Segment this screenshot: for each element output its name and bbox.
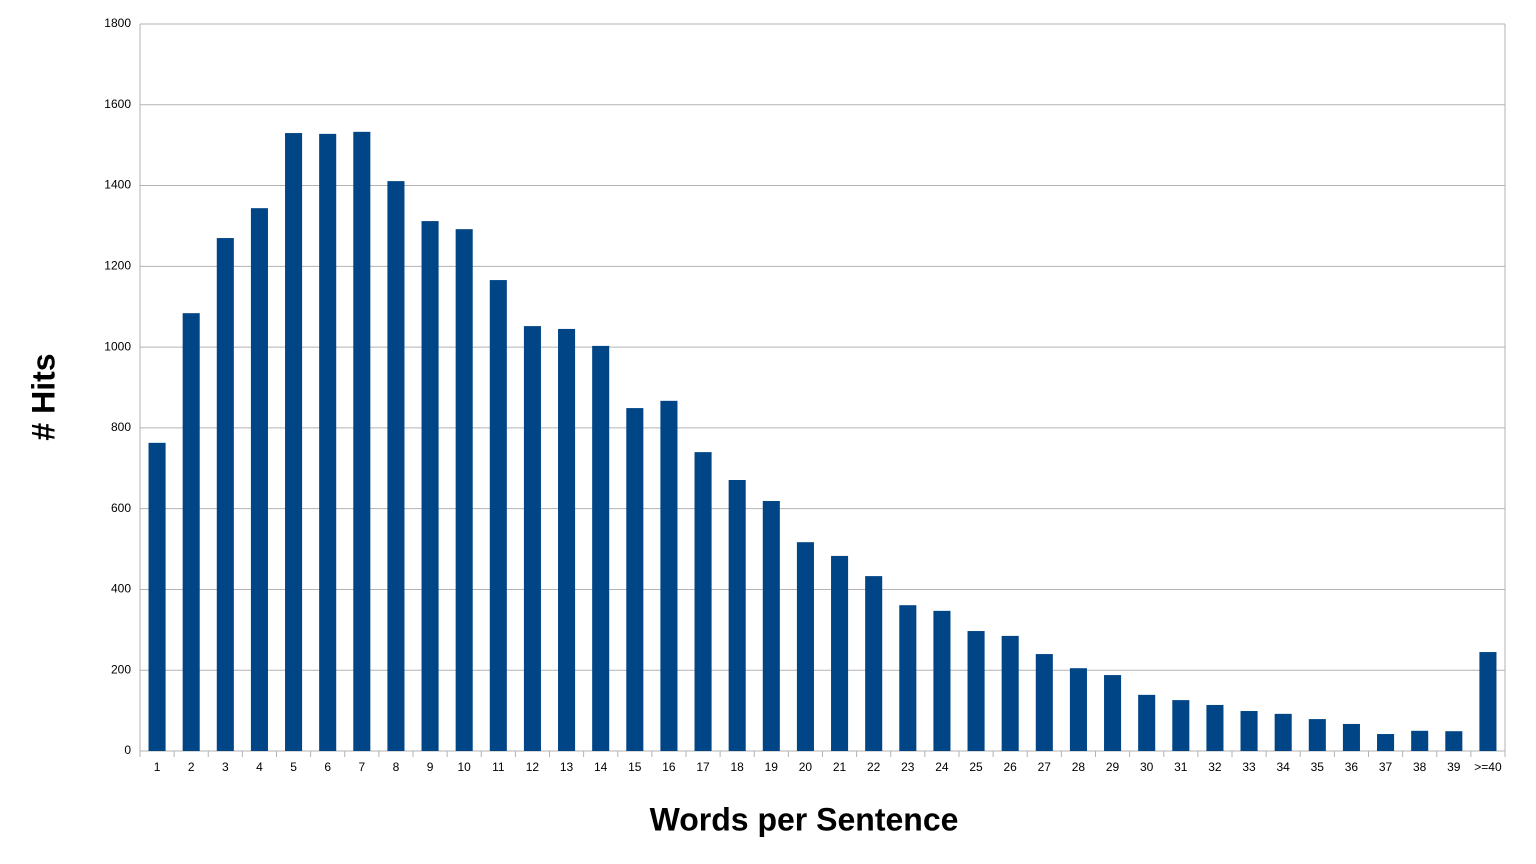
bar	[319, 133, 337, 751]
x-tick-label: 19	[765, 760, 779, 774]
x-tick-label: 4	[256, 760, 263, 774]
bar	[387, 181, 405, 751]
bar	[148, 442, 166, 751]
bar	[694, 452, 712, 751]
bar	[592, 345, 610, 751]
y-tick-label: 1200	[104, 259, 131, 273]
x-tick-label: 5	[290, 760, 297, 774]
bar	[1104, 675, 1122, 751]
x-tick-label: 33	[1242, 760, 1256, 774]
x-tick-label: 2	[188, 760, 195, 774]
x-tick-label: 17	[696, 760, 710, 774]
x-tick-label: 10	[458, 760, 472, 774]
x-tick-label: 11	[492, 760, 505, 774]
bar	[558, 328, 576, 751]
x-tick-label: 12	[526, 760, 540, 774]
bar	[1342, 723, 1360, 751]
bar	[1172, 700, 1190, 751]
bar	[1308, 719, 1326, 751]
bar	[796, 542, 814, 751]
y-tick-label: 600	[111, 501, 131, 515]
x-tick-label: 28	[1072, 760, 1086, 774]
x-axis-title: Words per Sentence	[650, 801, 959, 837]
bar	[660, 400, 678, 751]
x-tick-label: 30	[1140, 760, 1154, 774]
y-tick-label: 1600	[104, 97, 131, 111]
x-tick-label: 20	[799, 760, 813, 774]
bar	[626, 408, 644, 751]
x-tick-label: 8	[393, 760, 400, 774]
bar	[489, 280, 507, 751]
x-tick-label: 38	[1413, 760, 1427, 774]
bar	[865, 576, 883, 751]
bar	[523, 326, 541, 751]
y-tick-label: 1000	[104, 339, 131, 353]
bar	[933, 610, 951, 751]
bar	[1411, 730, 1429, 751]
bar	[1445, 731, 1463, 751]
x-tick-label: 7	[358, 760, 365, 774]
bar	[1138, 694, 1156, 751]
bar	[1479, 652, 1497, 751]
x-tick-label: 26	[1004, 760, 1018, 774]
x-tick-label: 21	[833, 760, 847, 774]
x-tick-label: 1	[154, 760, 161, 774]
bar	[216, 238, 234, 752]
x-tick-label: 23	[901, 760, 915, 774]
x-tick-label: 25	[969, 760, 983, 774]
y-tick-label: 800	[111, 420, 131, 434]
bar	[1206, 704, 1224, 751]
x-tick-label: 16	[662, 760, 676, 774]
bar	[455, 229, 473, 752]
y-tick-label: 0	[124, 743, 131, 757]
bar	[899, 605, 917, 751]
y-tick-label: 200	[111, 662, 131, 676]
bar	[182, 313, 200, 751]
x-tick-label: 14	[594, 760, 608, 774]
bar	[1001, 635, 1019, 751]
x-tick-label: 37	[1379, 760, 1393, 774]
bar	[250, 208, 268, 751]
x-tick-label: 34	[1277, 760, 1291, 774]
x-tick-label: 29	[1106, 760, 1120, 774]
bar	[831, 555, 849, 751]
x-tick-label: 3	[222, 760, 229, 774]
x-tick-label: 6	[324, 760, 331, 774]
bar	[1274, 713, 1292, 751]
bar	[1240, 711, 1258, 751]
x-tick-label: 18	[731, 760, 745, 774]
x-tick-label: 31	[1174, 760, 1188, 774]
x-tick-label: 13	[560, 760, 574, 774]
y-tick-label: 1400	[104, 178, 131, 192]
x-tick-label: 22	[867, 760, 881, 774]
bar	[1069, 668, 1087, 751]
bar	[1377, 734, 1395, 751]
x-tick-label: 36	[1345, 760, 1359, 774]
x-tick-label: 32	[1208, 760, 1222, 774]
bar	[421, 221, 439, 751]
y-axis-title: # Hits	[25, 353, 61, 440]
x-tick-label: 9	[427, 760, 434, 774]
y-tick-label: 400	[111, 582, 131, 596]
x-tick-label: >=40	[1474, 760, 1502, 774]
y-tick-label: 1800	[104, 16, 131, 30]
bar	[285, 133, 303, 752]
bar	[967, 631, 985, 751]
bar	[728, 479, 746, 751]
bar	[1035, 654, 1053, 751]
x-tick-label: 39	[1447, 760, 1461, 774]
x-tick-label: 35	[1311, 760, 1325, 774]
bar	[353, 131, 371, 752]
bar	[762, 500, 780, 751]
x-tick-label: 15	[628, 760, 642, 774]
x-tick-label: 27	[1038, 760, 1052, 774]
x-tick-label: 24	[935, 760, 949, 774]
